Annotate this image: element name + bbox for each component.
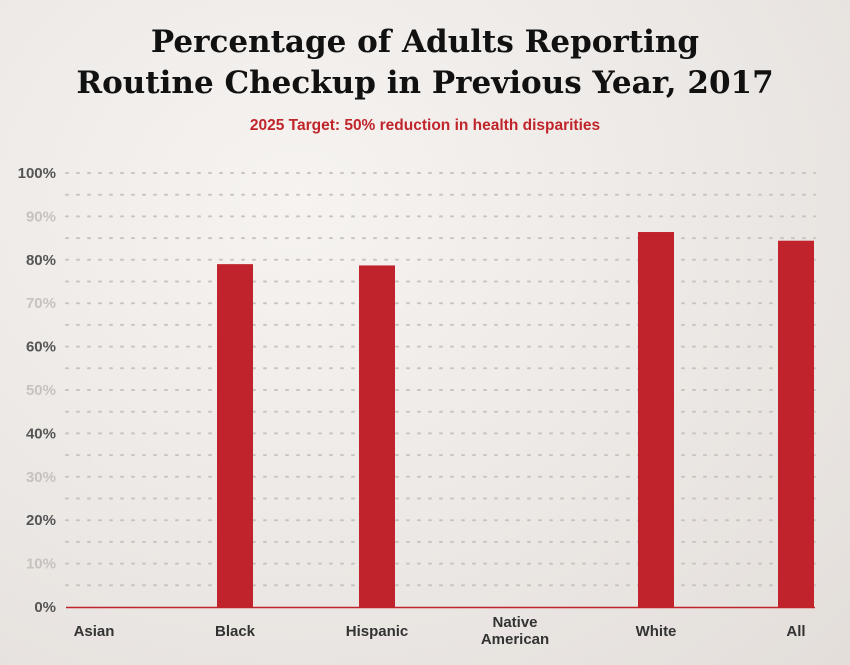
bar (778, 240, 814, 608)
y-tick-label: 100% (18, 165, 56, 182)
chart-subtitle: 2025 Target: 50% reduction in health dis… (249, 117, 601, 134)
y-tick-label: 20% (26, 512, 56, 529)
bar (217, 264, 253, 607)
y-tick-label: 70% (26, 295, 56, 312)
y-tick-label: 30% (26, 469, 56, 486)
bar (359, 265, 395, 607)
chart-title-line-2: Routine Checkup in Previous Year, 2017 (76, 65, 774, 101)
bars (217, 232, 814, 608)
chart-title-line-1: Percentage of Adults Reporting (150, 24, 700, 60)
y-tick-label: 50% (26, 382, 56, 399)
y-tick-label: 80% (26, 252, 56, 269)
x-tick-label: American (481, 631, 549, 648)
x-tick-label: Black (215, 623, 256, 640)
chart-title: Percentage of Adults Reporting Routine C… (0, 22, 850, 104)
y-tick-label: 90% (26, 208, 56, 225)
bar (638, 232, 674, 608)
x-tick-label: Hispanic (346, 623, 409, 640)
x-tick-label: White (636, 623, 677, 640)
y-axis: 0% 10% 20% 30% 40% 50% 60% 70% 80% 90% 100% (18, 165, 56, 616)
y-tick-label: 10% (26, 556, 56, 573)
y-tick-label: 40% (26, 425, 56, 442)
gridlines (65, 172, 816, 587)
y-tick-label: 60% (26, 339, 56, 356)
x-tick-label: All (786, 623, 805, 640)
x-tick-label: Asian (74, 623, 115, 640)
x-tick-label: Native (492, 614, 537, 631)
y-tick-label: 0% (34, 599, 56, 616)
